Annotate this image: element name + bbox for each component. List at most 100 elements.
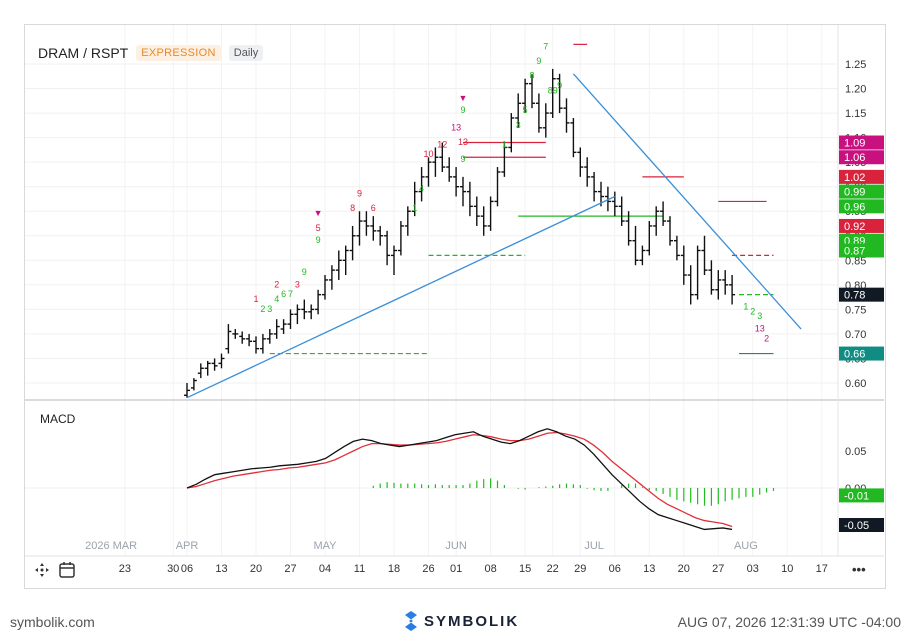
sequence-count-label: 9 [536,56,541,66]
day-label: 08 [484,563,496,575]
macd-line [186,428,733,531]
day-label: 22 [547,563,559,575]
sequence-count-label: 4 [419,184,424,194]
price-tick-label: 1.25 [845,59,866,71]
sequence-count-label: 8 [529,71,534,81]
macd-tag-text: -0.01 [844,490,869,502]
sequence-count-label: 6 [371,203,376,213]
sequence-count-label: 7 [288,289,293,299]
month-label: MAY [313,540,337,552]
crosshair-icon[interactable] [33,561,51,579]
sequence-count-label: 10 [423,149,433,159]
day-label: 13 [643,563,655,575]
price-tag [839,135,884,150]
sequence-count-label: 2 [260,304,265,314]
price-tag-text: 0.99 [844,187,865,199]
price-tag [839,169,884,184]
sequence-count-label: 9 [302,267,307,277]
day-label: 30 [167,563,179,575]
brand-name: SYMBOLIK [424,612,520,630]
sequence-count-label: 9 [557,81,562,91]
day-label: 23 [119,563,131,575]
price-tick-label: 0.60 [845,378,866,390]
price-tick-label: 1.20 [845,84,866,96]
symbolik-logo-icon [405,611,417,631]
calendar-icon[interactable] [58,560,76,579]
month-label: 2026 MAR [85,540,137,552]
trendline [186,195,616,399]
day-label: 18 [388,563,400,575]
price-tag [839,243,884,258]
sequence-count-label: 1 [412,203,417,213]
price-tag [839,184,884,199]
sequence-count-label: 13 [458,137,468,147]
sequence-count-label: 9 [357,189,362,199]
sequence-count-label: 13 [451,122,461,132]
sequence-count-label: 7 [543,41,548,51]
price-tag [839,287,884,302]
sequence-count-label: 8 [350,203,355,213]
price-tag-text: 1.02 [844,172,865,184]
month-label: JUL [584,540,604,552]
price-tag-text: 0.92 [844,221,865,233]
footer-site[interactable]: symbolik.com [10,614,95,630]
sequence-count-label: 3 [516,120,521,130]
sequence-count-label: ▼ [314,208,323,218]
price-tag-text: 1.06 [844,152,865,164]
sequence-count-label: 5 [523,105,528,115]
macd-tag [839,488,884,503]
sequence-count-label: 2 [750,306,755,316]
day-label: 01 [450,563,462,575]
chart-header: DRAM / RSPT EXPRESSION Daily [38,45,264,61]
expression-badge: EXPRESSION [136,45,221,61]
price-tick-label: 0.85 [845,255,866,267]
day-label: 13 [215,563,227,575]
price-tick-label: 1.15 [845,108,866,120]
sequence-count-label: 3 [757,311,762,321]
sequence-count-label: 9 [460,105,465,115]
price-tag-text: 0.87 [844,245,865,257]
sequence-count-label: 3 [295,279,300,289]
price-tag [839,218,884,233]
macd-panel-label: MACD [40,412,76,426]
interval-badge[interactable]: Daily [228,45,264,61]
brand-logo: SYMBOLIK [404,610,519,632]
day-label: 29 [574,563,586,575]
symbol-title[interactable]: DRAM / RSPT [38,45,129,61]
day-label: 27 [712,563,724,575]
price-tick-label: 0.70 [845,329,866,341]
sequence-count-label: 9 [460,154,465,164]
price-tag-text: 1.09 [844,138,865,150]
more-icon[interactable]: ••• [852,562,866,577]
month-label: JUN [445,540,466,552]
price-tag [839,150,884,165]
month-label: AUG [734,540,758,552]
macd-tick-label: 0.05 [845,446,866,458]
day-label: 20 [250,563,262,575]
footer-timestamp: AUG 07, 2026 12:31:39 UTC -04:00 [677,614,901,630]
day-label: 10 [781,563,793,575]
sequence-count-label: 1 [253,294,258,304]
sequence-count-label: 2 [764,333,769,343]
sequence-count-label: 2 [274,279,279,289]
sequence-count-label: 5 [316,223,321,233]
sequence-count-label: 1 [743,301,748,311]
sequence-count-label: 12 [437,139,447,149]
day-label: 03 [747,563,759,575]
price-tag [839,346,884,361]
price-tag [839,199,884,214]
day-label: 06 [609,563,621,575]
month-label: APR [176,540,199,552]
sequence-count-label: 1 [502,139,507,149]
price-tick-label: 0.75 [845,304,866,316]
price-tag-text: 0.66 [844,349,865,361]
price-tag-text: 0.96 [844,201,865,213]
day-label: 15 [519,563,531,575]
trendline [572,73,802,330]
sequence-count-label: 4 [274,294,279,304]
sequence-count-label: ▼ [459,93,468,103]
macd-tag [839,518,884,532]
sequence-count-label: 6 [281,289,286,299]
day-label: 17 [816,563,828,575]
